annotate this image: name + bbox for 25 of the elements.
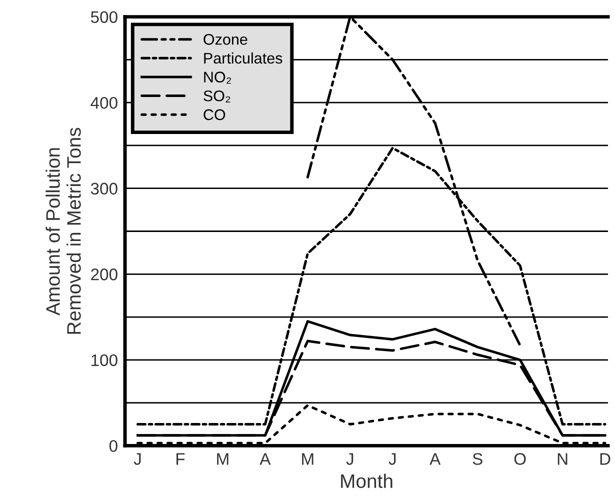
x-tick-label: A (260, 453, 271, 465)
x-axis-title: Month (341, 474, 392, 488)
x-tick-label: A (430, 453, 441, 465)
x-tick-label: M (217, 453, 228, 465)
x-tick-label: S (472, 453, 482, 465)
legend-label: SO₂ (204, 90, 230, 102)
legend-label: CO (204, 109, 226, 120)
x-tick-label: O (514, 453, 526, 465)
x-tick-label: J (346, 453, 354, 465)
y-tick-label: 500 (90, 11, 118, 24)
x-tick-label: N (558, 453, 568, 465)
y-tick-label: 200 (91, 268, 118, 280)
legend-label: NO₂ (204, 72, 232, 84)
legend-label: Particulates (204, 52, 282, 64)
y-tick-label: 100 (92, 354, 118, 366)
y-tick-label: 400 (90, 96, 118, 109)
y-tick-label: 0 (109, 440, 118, 452)
legend-label: Ozone (204, 34, 248, 45)
x-tick-label: F (176, 453, 185, 465)
y-axis-title: Amount of Pollution Removed in Metric Tons (46, 128, 81, 334)
y-tick-label: 300 (90, 182, 118, 195)
x-tick-label: D (600, 453, 610, 465)
x-tick-label: J (388, 453, 396, 465)
x-tick-label: M (302, 453, 314, 465)
x-tick-label: J (134, 453, 141, 465)
